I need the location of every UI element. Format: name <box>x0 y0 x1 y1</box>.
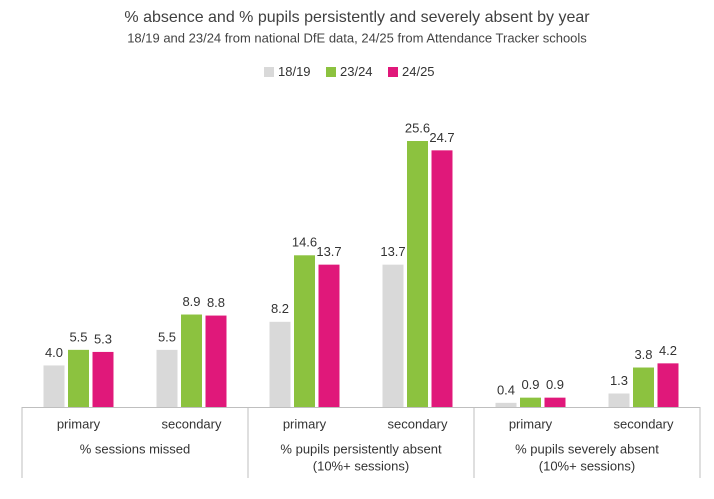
bar <box>544 397 566 407</box>
bar <box>608 393 630 407</box>
value-label: 4.2 <box>659 343 677 358</box>
x-tick-label: primary <box>283 416 327 431</box>
bar <box>407 141 428 407</box>
value-label: 5.5 <box>69 329 87 344</box>
bar <box>431 150 453 407</box>
value-label: 25.6 <box>405 120 430 135</box>
value-label: 0.4 <box>497 382 515 397</box>
x-tick-label: primary <box>57 416 101 431</box>
x-tick-label: secondary <box>614 416 674 431</box>
value-label: 1.3 <box>610 373 628 388</box>
chart-subtitle: 18/19 and 23/24 from national DfE data, … <box>127 30 587 45</box>
legend-label: 23/24 <box>340 64 373 79</box>
value-label: 8.8 <box>207 295 225 310</box>
bar <box>205 315 227 407</box>
value-label: 5.5 <box>158 329 176 344</box>
value-label: 5.3 <box>94 331 112 346</box>
value-label: 8.9 <box>182 294 200 309</box>
x-tick-label: secondary <box>162 416 222 431</box>
bar <box>657 363 679 407</box>
bar <box>495 402 517 407</box>
value-label: 13.7 <box>316 244 341 259</box>
bar <box>92 351 114 407</box>
legend-label: 18/19 <box>278 64 311 79</box>
bar <box>68 349 89 407</box>
bar <box>181 314 202 407</box>
bar <box>633 367 654 407</box>
group-label: (10%+ sessions) <box>539 458 635 473</box>
legend-swatch <box>264 67 274 77</box>
group-label: % pupils persistently absent <box>280 441 442 456</box>
bar <box>156 349 178 407</box>
legend-swatch <box>388 67 398 77</box>
chart-title: % absence and % pupils persistently and … <box>124 9 590 26</box>
bar <box>43 365 65 407</box>
value-label: 13.7 <box>380 244 405 259</box>
group-label: % pupils severely absent <box>515 441 659 456</box>
group-label: (10%+ sessions) <box>313 458 409 473</box>
value-label: 0.9 <box>521 377 539 392</box>
value-label: 3.8 <box>634 347 652 362</box>
x-tick-label: primary <box>509 416 553 431</box>
bar <box>520 397 541 407</box>
value-label: 24.7 <box>429 130 454 145</box>
value-label: 14.6 <box>292 235 317 250</box>
legend-swatch <box>326 67 336 77</box>
bar <box>382 264 404 407</box>
group-label: % sessions missed <box>80 441 191 456</box>
value-label: 4.0 <box>45 345 63 360</box>
bar <box>269 321 291 407</box>
bar <box>294 255 315 407</box>
legend-label: 24/25 <box>402 64 435 79</box>
bar <box>318 264 340 407</box>
value-label: 0.9 <box>546 377 564 392</box>
value-label: 8.2 <box>271 301 289 316</box>
x-tick-label: secondary <box>388 416 448 431</box>
